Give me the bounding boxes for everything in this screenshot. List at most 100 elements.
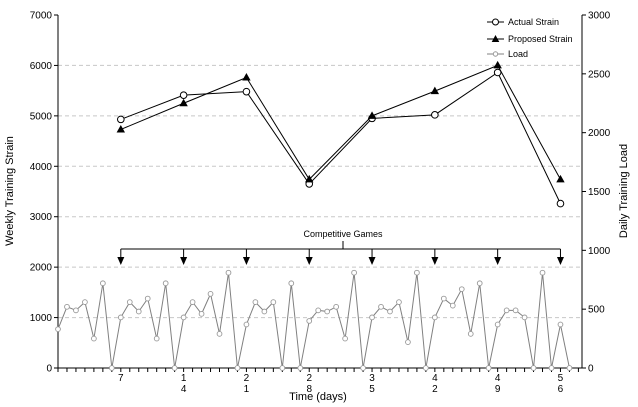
data-point <box>279 365 286 371</box>
data-point <box>367 111 377 119</box>
data-point <box>242 87 251 96</box>
left-axis-ticks: 0 1000 2000 3000 4000 5000 6000 7000 <box>30 11 58 375</box>
data-point <box>117 314 124 321</box>
data-point <box>556 174 565 183</box>
data-point <box>116 124 126 133</box>
annotation-arrowhead <box>494 257 502 265</box>
data-point <box>288 280 295 287</box>
gridlines <box>58 64 582 319</box>
annotation-label: Competitive Games <box>303 229 383 239</box>
data-point <box>521 314 528 321</box>
data-point <box>566 365 573 371</box>
data-point <box>458 286 465 293</box>
data-point <box>431 111 439 119</box>
x-tick-label: 9 <box>495 384 501 395</box>
data-point <box>414 269 420 276</box>
x-tick-label: 5 <box>558 373 564 384</box>
data-point <box>179 98 188 107</box>
data-point <box>476 280 483 287</box>
data-point <box>261 308 268 315</box>
left-tick-label: 6000 <box>30 61 53 72</box>
right-tick-label: 1000 <box>588 246 611 257</box>
left-tick-label: 0 <box>46 364 52 375</box>
x-tick-label: 4 <box>181 384 187 395</box>
series-line <box>57 272 570 369</box>
data-point <box>423 365 429 371</box>
x-tick-label: 8 <box>306 384 312 395</box>
data-point <box>431 314 438 321</box>
data-point <box>234 365 241 371</box>
data-point <box>342 335 348 342</box>
data-point <box>539 269 546 276</box>
data-point <box>216 331 223 337</box>
annotation-arrowhead <box>117 257 125 265</box>
x-tick-label: 4 <box>495 373 501 384</box>
x-axis-label: Time (days) <box>289 391 347 403</box>
left-tick-label: 4000 <box>30 162 53 173</box>
data-point <box>180 314 187 321</box>
x-tick-label: 3 <box>369 373 375 384</box>
right-tick-label: 0 <box>588 364 594 375</box>
data-point <box>485 365 492 371</box>
x-tick-label: 7 <box>118 373 124 384</box>
data-point <box>207 291 214 297</box>
data-point <box>360 365 366 371</box>
data-point <box>405 339 411 345</box>
competitive-games-annotation: Competitive Games <box>117 229 564 265</box>
data-point <box>530 365 537 371</box>
data-point <box>378 303 384 310</box>
right-tick-label: 2500 <box>588 69 611 80</box>
legend-marker <box>491 35 500 42</box>
data-point <box>64 303 70 310</box>
data-point <box>179 91 188 99</box>
x-tick-label: 5 <box>369 384 375 395</box>
legend-marker <box>492 18 499 26</box>
data-point <box>493 60 502 69</box>
data-point <box>333 303 340 310</box>
data-point <box>557 321 564 328</box>
data-point <box>126 299 133 305</box>
data-point <box>55 326 61 333</box>
data-point <box>430 86 440 95</box>
legend-marker <box>492 51 499 57</box>
data-point <box>512 307 519 314</box>
left-tick-label: 2000 <box>30 263 53 274</box>
series-actual-strain <box>117 68 565 208</box>
series-proposed-strain <box>116 60 565 183</box>
data-point <box>467 331 474 337</box>
right-tick-label: 3000 <box>588 11 611 22</box>
legend-label: Load <box>508 49 528 59</box>
data-point <box>270 299 277 305</box>
annotation-arrowhead <box>305 257 313 265</box>
x-tick-label: 1 <box>181 373 187 384</box>
series-line <box>120 71 561 204</box>
left-tick-label: 7000 <box>30 11 53 22</box>
data-point <box>493 68 502 77</box>
data-point <box>171 365 178 371</box>
data-point <box>297 365 304 371</box>
data-point <box>198 311 205 317</box>
data-point <box>369 314 375 321</box>
right-axis-ticks: 0 500 1000 1500 2000 2500 3000 <box>582 11 611 375</box>
data-point <box>503 307 510 314</box>
data-point <box>315 307 322 314</box>
annotation-arrowhead <box>368 257 376 265</box>
data-point <box>91 335 97 342</box>
left-axis-label: Weekly Training Strain <box>4 136 16 246</box>
annotation-arrowhead <box>431 257 439 265</box>
data-point <box>242 73 251 81</box>
left-tick-label: 1000 <box>30 313 53 324</box>
annotation-arrowhead <box>242 257 250 265</box>
data-point <box>449 302 456 309</box>
data-point <box>153 335 160 342</box>
left-tick-label: 5000 <box>30 111 53 122</box>
data-point <box>351 269 357 276</box>
annotation-arrowhead <box>556 257 564 265</box>
data-point <box>440 295 447 302</box>
data-point <box>135 308 142 315</box>
x-tick-label: 4 <box>432 373 438 384</box>
right-axis-label: Daily Training Load <box>618 144 630 238</box>
x-tick-label: 6 <box>558 384 564 395</box>
series-load <box>55 269 573 371</box>
data-point <box>144 295 151 302</box>
